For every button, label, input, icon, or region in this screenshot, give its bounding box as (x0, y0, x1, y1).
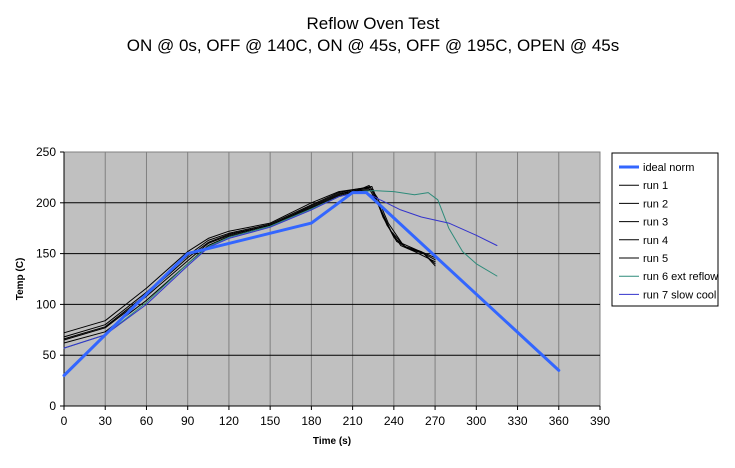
chart-title: Reflow Oven Test (307, 14, 440, 33)
x-tick-labels: 0 30 60 90 120 150 180 210 240 270 300 330 360 390 (61, 414, 611, 428)
legend-entry: run 6 ext reflow (643, 271, 718, 283)
grid-lines (64, 152, 600, 406)
y-tick-label: 50 (43, 348, 57, 362)
legend-entry: run 4 (643, 235, 668, 247)
x-tick-label: 390 (590, 414, 610, 428)
y-axis-label: Temp (C) (15, 258, 26, 301)
x-tick-label: 330 (508, 414, 528, 428)
x-tick-label: 120 (219, 414, 239, 428)
series-line-run-4 (63, 189, 436, 344)
x-tick-label: 240 (384, 414, 404, 428)
legend-entry: run 3 (643, 217, 668, 229)
legend-entry: run 1 (643, 180, 668, 192)
y-tick-label: 0 (49, 399, 56, 413)
series-line-run-3 (63, 186, 436, 334)
chart-subtitle: ON @ 0s, OFF @ 140C, ON @ 45s, OFF @ 195… (127, 36, 620, 55)
legend-entry: ideal norm (643, 162, 694, 174)
y-tick-label: 100 (36, 297, 56, 311)
x-tick-label: 360 (549, 414, 569, 428)
x-tick-label: 300 (466, 414, 486, 428)
y-tick-label: 150 (36, 247, 56, 261)
legend-entry: run 5 (643, 253, 668, 265)
legend-entry: run 7 slow cool (643, 289, 716, 301)
axes (60, 151, 601, 410)
x-tick-label: 210 (343, 414, 363, 428)
plot-area (63, 151, 601, 407)
series-line-ideal-norm (62, 191, 561, 377)
x-tick-label: 30 (99, 414, 113, 428)
y-tick-label: 200 (36, 196, 56, 210)
x-tick-label: 150 (260, 414, 280, 428)
legend-box (611, 152, 719, 307)
x-tick-label: 60 (140, 414, 154, 428)
y-tick-labels: 0 50 100 150 200 250 (36, 145, 56, 413)
x-axis-label: Time (s) (313, 436, 351, 447)
y-tick-label: 250 (36, 145, 56, 159)
series-lines (62, 185, 561, 377)
legend: ideal norm run 1 run 2 run 3 run 4 run 5 run 6… (611, 152, 719, 307)
x-tick-label: 270 (425, 414, 445, 428)
x-tick-label: 0 (61, 414, 68, 428)
series-line-run-1 (63, 188, 436, 341)
series-line-run-7-slow-cool (63, 191, 498, 349)
legend-entry: run 2 (643, 198, 668, 210)
x-tick-label: 180 (301, 414, 321, 428)
x-tick-label: 90 (181, 414, 195, 428)
